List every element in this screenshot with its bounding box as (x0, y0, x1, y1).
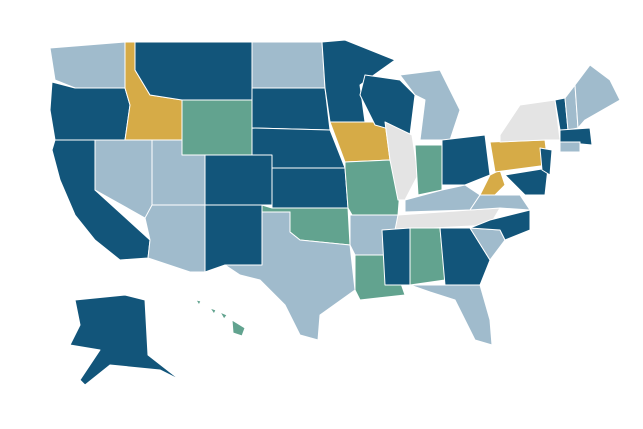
region-hi-islet (209, 307, 217, 315)
region-mt (134, 41, 253, 101)
region-or (49, 81, 131, 141)
region-mi (399, 69, 461, 141)
region-co (204, 154, 273, 206)
region-mn (321, 39, 396, 123)
region-wy (181, 99, 253, 156)
regions (49, 39, 621, 386)
region-az (144, 204, 206, 273)
region-sd (251, 87, 331, 131)
region-ms (381, 227, 411, 286)
region-md (504, 167, 549, 196)
region-nj (539, 147, 553, 176)
region-in (414, 144, 443, 196)
region-al (409, 227, 446, 286)
region-fl (409, 284, 493, 346)
region-ny (499, 99, 561, 143)
region-nc (469, 209, 531, 241)
region-ct (559, 141, 581, 153)
region-oh (441, 134, 491, 186)
region-tx (224, 211, 356, 341)
region-wv (479, 169, 506, 196)
region-me (574, 64, 621, 129)
region-ak (69, 294, 181, 386)
region-hi (231, 319, 246, 337)
region-hi-islet (219, 311, 228, 320)
region-hi-islet (195, 299, 202, 306)
region-tn (394, 207, 501, 231)
region-nm (204, 204, 263, 273)
region-ma (559, 127, 593, 146)
region-pa (489, 139, 549, 173)
region-va (469, 194, 531, 211)
region-ks (271, 167, 349, 209)
region-ga (439, 227, 491, 286)
region-wa (49, 41, 126, 89)
region-nd (251, 41, 326, 89)
